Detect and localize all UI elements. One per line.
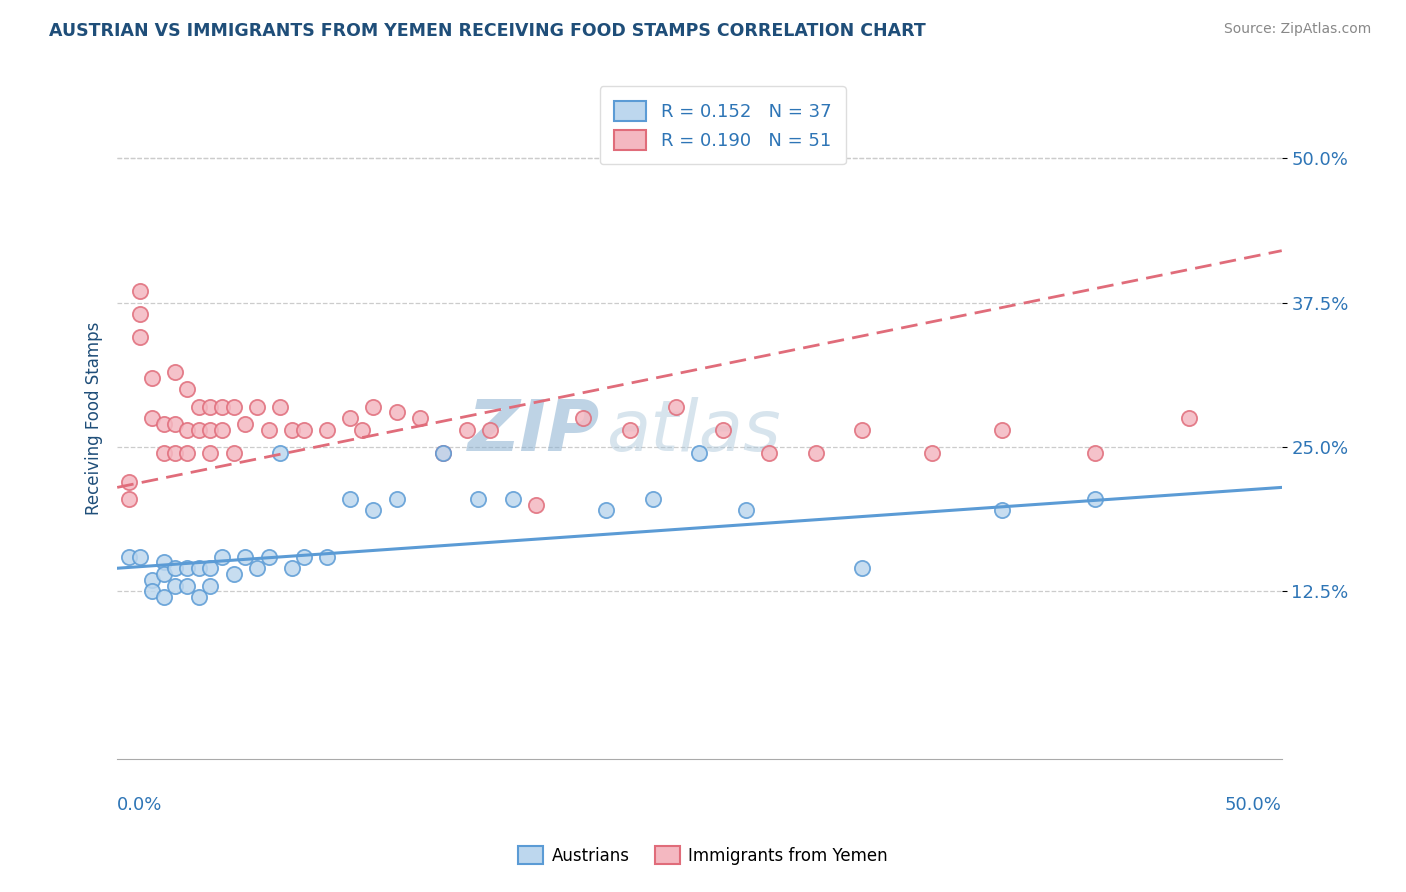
- Point: [991, 503, 1014, 517]
- Point: [118, 491, 141, 506]
- Point: [165, 561, 187, 575]
- Point: [363, 503, 385, 517]
- Point: [269, 446, 291, 460]
- Point: [187, 561, 209, 575]
- Point: [129, 330, 152, 344]
- Point: [176, 423, 198, 437]
- Point: [129, 549, 152, 564]
- Point: [991, 423, 1014, 437]
- Point: [315, 423, 337, 437]
- Point: [526, 498, 548, 512]
- Point: [456, 423, 478, 437]
- Point: [211, 549, 233, 564]
- Point: [141, 573, 163, 587]
- Point: [187, 400, 209, 414]
- Point: [176, 446, 198, 460]
- Point: [315, 549, 337, 564]
- Point: [152, 567, 174, 582]
- Text: 0.0%: 0.0%: [117, 797, 163, 814]
- Point: [269, 400, 291, 414]
- Point: [257, 423, 280, 437]
- Point: [595, 503, 617, 517]
- Point: [350, 423, 373, 437]
- Point: [200, 578, 222, 592]
- Point: [641, 491, 664, 506]
- Point: [502, 491, 524, 506]
- Text: atlas: atlas: [606, 397, 780, 467]
- Point: [432, 446, 454, 460]
- Point: [1084, 446, 1107, 460]
- Point: [619, 423, 641, 437]
- Point: [735, 503, 758, 517]
- Point: [222, 446, 245, 460]
- Point: [200, 400, 222, 414]
- Point: [467, 491, 489, 506]
- Y-axis label: Receiving Food Stamps: Receiving Food Stamps: [86, 321, 103, 515]
- Point: [211, 400, 233, 414]
- Point: [1177, 411, 1199, 425]
- Point: [200, 423, 222, 437]
- Text: Source: ZipAtlas.com: Source: ZipAtlas.com: [1223, 22, 1371, 37]
- Point: [233, 549, 256, 564]
- Point: [200, 446, 222, 460]
- Point: [152, 417, 174, 431]
- Text: AUSTRIAN VS IMMIGRANTS FROM YEMEN RECEIVING FOOD STAMPS CORRELATION CHART: AUSTRIAN VS IMMIGRANTS FROM YEMEN RECEIV…: [49, 22, 927, 40]
- Point: [118, 549, 141, 564]
- Text: ZIP: ZIP: [468, 397, 600, 467]
- Point: [211, 423, 233, 437]
- Point: [129, 284, 152, 298]
- Point: [187, 590, 209, 604]
- Point: [176, 382, 198, 396]
- Point: [165, 365, 187, 379]
- Point: [141, 411, 163, 425]
- Point: [851, 423, 873, 437]
- Point: [233, 417, 256, 431]
- Point: [152, 590, 174, 604]
- Point: [141, 370, 163, 384]
- Point: [118, 475, 141, 489]
- Point: [200, 561, 222, 575]
- Point: [572, 411, 595, 425]
- Point: [152, 446, 174, 460]
- Point: [292, 549, 315, 564]
- Text: 50.0%: 50.0%: [1225, 797, 1282, 814]
- Point: [385, 491, 408, 506]
- Point: [281, 561, 304, 575]
- Point: [165, 446, 187, 460]
- Point: [363, 400, 385, 414]
- Point: [339, 491, 361, 506]
- Point: [478, 423, 501, 437]
- Point: [851, 561, 873, 575]
- Point: [246, 561, 269, 575]
- Point: [129, 307, 152, 321]
- Point: [385, 405, 408, 419]
- Point: [152, 556, 174, 570]
- Point: [804, 446, 827, 460]
- Point: [281, 423, 304, 437]
- Point: [165, 417, 187, 431]
- Point: [176, 561, 198, 575]
- Point: [222, 567, 245, 582]
- Legend: R = 0.152   N = 37, R = 0.190   N = 51: R = 0.152 N = 37, R = 0.190 N = 51: [599, 87, 846, 164]
- Legend: Austrians, Immigrants from Yemen: Austrians, Immigrants from Yemen: [510, 838, 896, 873]
- Point: [921, 446, 943, 460]
- Point: [688, 446, 710, 460]
- Point: [432, 446, 454, 460]
- Point: [246, 400, 269, 414]
- Point: [711, 423, 734, 437]
- Point: [1084, 491, 1107, 506]
- Point: [758, 446, 780, 460]
- Point: [165, 578, 187, 592]
- Point: [339, 411, 361, 425]
- Point: [665, 400, 688, 414]
- Point: [222, 400, 245, 414]
- Point: [257, 549, 280, 564]
- Point: [176, 578, 198, 592]
- Point: [187, 423, 209, 437]
- Point: [141, 584, 163, 599]
- Point: [409, 411, 432, 425]
- Point: [292, 423, 315, 437]
